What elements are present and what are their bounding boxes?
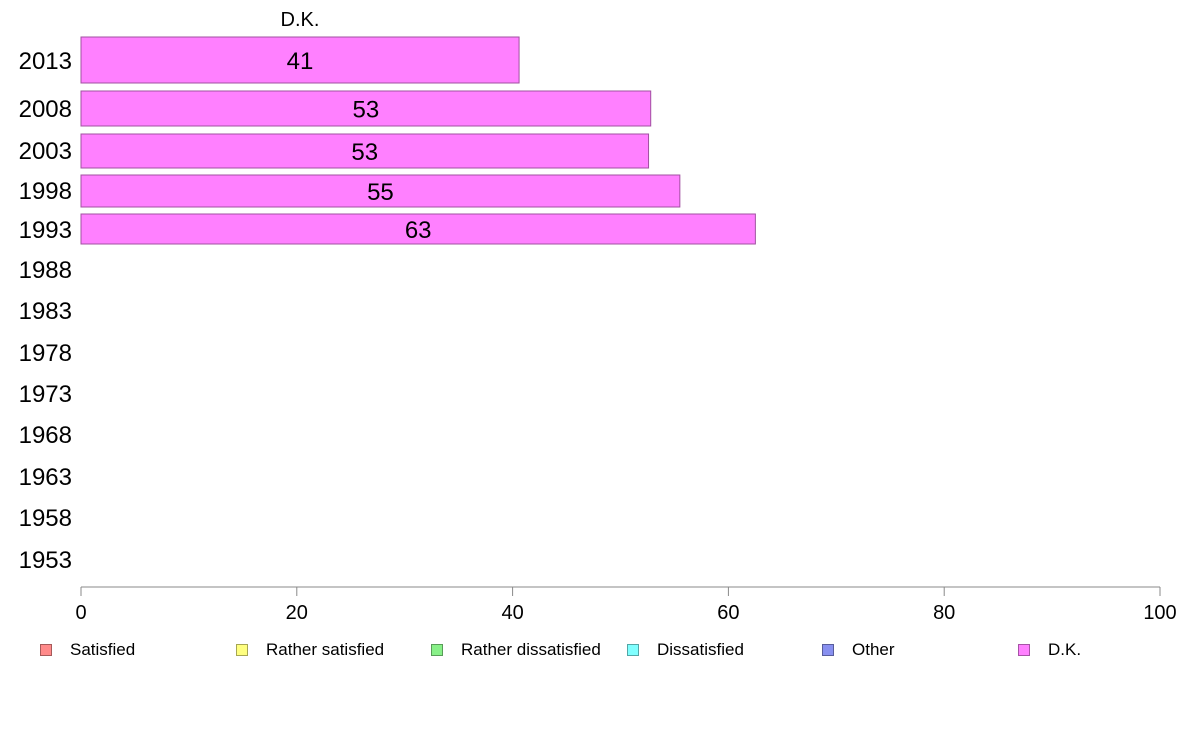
legend-swatch bbox=[627, 644, 639, 656]
legend-swatch bbox=[1018, 644, 1030, 656]
bar-value-label-1993: 63 bbox=[405, 217, 432, 244]
legend-item-dissatisfied: Dissatisfied bbox=[627, 638, 744, 662]
bar-d-k--2008 bbox=[80, 90, 652, 127]
y-tick-label-1978: 1978 bbox=[19, 340, 72, 367]
y-tick-label-2008: 2008 bbox=[19, 96, 72, 123]
x-tick-label-60: 60 bbox=[717, 602, 739, 624]
legend-item-satisfied: Satisfied bbox=[40, 638, 135, 662]
x-tick-label-0: 0 bbox=[75, 602, 86, 624]
legend-swatch bbox=[822, 644, 834, 656]
legend-label: Dissatisfied bbox=[657, 640, 744, 659]
legend-swatch bbox=[40, 644, 52, 656]
legend-item-d-k-: D.K. bbox=[1018, 638, 1081, 662]
chart-title: D.K. bbox=[281, 9, 320, 31]
x-tick-label-100: 100 bbox=[1143, 602, 1176, 624]
y-tick-label-2013: 2013 bbox=[19, 48, 72, 75]
legend: Satisfied Rather satisfied Rather dissatis… bbox=[0, 638, 1188, 662]
bar-d-k--1993 bbox=[80, 213, 756, 245]
bar-value-label-2003: 53 bbox=[351, 139, 378, 166]
y-tick-label-1988: 1988 bbox=[19, 257, 72, 284]
bar-value-label-2008: 53 bbox=[353, 97, 380, 124]
y-tick-label-1963: 1963 bbox=[19, 464, 72, 491]
legend-label: Satisfied bbox=[70, 640, 136, 659]
legend-label: Rather dissatisfied bbox=[461, 640, 601, 659]
legend-swatch bbox=[431, 644, 443, 656]
bar-d-k--2003 bbox=[80, 133, 650, 169]
legend-label: Other bbox=[852, 640, 895, 659]
y-tick-label-1968: 1968 bbox=[19, 422, 72, 449]
legend-swatch bbox=[236, 644, 248, 656]
y-tick-label-1993: 1993 bbox=[19, 217, 72, 244]
bar-d-k--1998 bbox=[80, 174, 681, 208]
y-tick-label-1983: 1983 bbox=[19, 298, 72, 325]
bar-value-label-2013: 41 bbox=[287, 48, 314, 75]
y-tick-label-2003: 2003 bbox=[19, 138, 72, 165]
y-tick-label-1953: 1953 bbox=[19, 547, 72, 574]
y-tick-label-1958: 1958 bbox=[19, 505, 72, 532]
x-tick-label-40: 40 bbox=[501, 602, 523, 624]
bar-d-k--2013 bbox=[80, 36, 520, 84]
legend-label: Rather satisfied bbox=[266, 640, 385, 659]
legend-label: D.K. bbox=[1048, 640, 1082, 659]
legend-item-rather-dissatisfied: Rather dissatisfied bbox=[431, 638, 601, 662]
x-tick-label-20: 20 bbox=[286, 602, 308, 624]
bar-value-label-1998: 55 bbox=[367, 179, 394, 206]
y-tick-label-1998: 1998 bbox=[19, 178, 72, 205]
legend-item-other: Other bbox=[822, 638, 895, 662]
legend-item-rather-satisfied: Rather satisfied bbox=[236, 638, 384, 662]
y-tick-label-1973: 1973 bbox=[19, 381, 72, 408]
x-tick-label-80: 80 bbox=[933, 602, 955, 624]
